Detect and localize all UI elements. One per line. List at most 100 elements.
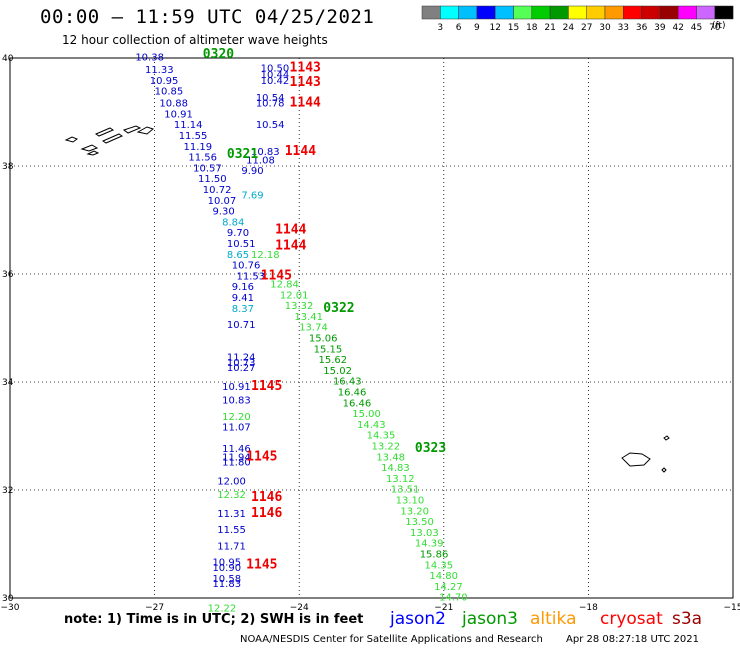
x-tick-label: −30 [1, 603, 20, 613]
y-tick-label: 36 [2, 270, 14, 280]
color-scale-swatch [641, 5, 661, 20]
swh-data-label: 11.50 [198, 174, 227, 185]
color-scale-swatch [586, 5, 606, 20]
color-scale-label: 39 [654, 23, 666, 33]
island-outline [94, 127, 115, 137]
swh-data-label: 16.43 [333, 377, 362, 388]
swh-data-label: 13.10 [396, 496, 425, 507]
swh-data-label: 10.73 [227, 358, 256, 369]
color-scale-label: 36 [636, 23, 648, 33]
island-outline [621, 452, 651, 467]
swh-data-label: 10.91 [164, 109, 193, 120]
swh-data-label: 12.84 [270, 280, 299, 291]
time-label: 1143 [290, 75, 321, 90]
color-scale-label: 3 [437, 23, 443, 33]
swh-data-label: 15.00 [352, 409, 381, 420]
time-label: 0322 [323, 301, 354, 316]
time-label: 1146 [251, 490, 282, 505]
y-tick-label: 30 [2, 594, 14, 604]
swh-data-label: 14.83 [381, 463, 410, 474]
island-outline [122, 125, 142, 134]
swh-data-label: 10.95 [212, 558, 241, 569]
color-scale-swatch [604, 5, 624, 20]
swh-data-label: 7.69 [241, 190, 263, 201]
swh-data-label: 10.71 [227, 320, 256, 331]
swh-data-label: 14.35 [367, 431, 396, 442]
swh-data-label: 12.18 [251, 250, 280, 261]
color-scale-swatch [494, 5, 514, 20]
swh-data-label: 14.43 [357, 420, 386, 431]
color-scale-label: 6 [456, 23, 462, 33]
color-scale-label: 42 [672, 23, 683, 33]
color-scale-swatch [440, 5, 459, 20]
swh-data-label: 11.55 [179, 131, 208, 142]
color-scale-label: 30 [599, 23, 611, 33]
y-tick-label: 40 [2, 54, 14, 64]
swh-data-label: 8.65 [227, 250, 249, 261]
swh-data-label: 14.39 [415, 539, 444, 550]
swh-data-label: 10.78 [256, 99, 285, 110]
x-tick-label: −18 [579, 603, 598, 613]
swh-data-label: 11.71 [217, 541, 246, 552]
color-scale-swatch [568, 5, 587, 20]
color-scale-label: 24 [563, 23, 575, 33]
swh-data-label: 15.02 [323, 366, 352, 377]
time-label: 1144 [290, 96, 321, 111]
swh-data-label: 8.84 [222, 217, 244, 228]
swh-data-label: 11.83 [212, 579, 241, 590]
footer-timestamp: Apr 28 08:27:18 UTC 2021 [566, 634, 699, 645]
swh-data-label: 13.51 [391, 485, 420, 496]
color-scale-swatch [458, 5, 478, 20]
swh-data-label: 10.51 [227, 239, 256, 250]
swh-data-label: 16.46 [338, 388, 367, 399]
swh-data-label: 11.24 [227, 352, 256, 363]
swh-data-label: 9.70 [227, 228, 249, 239]
y-tick-label: 34 [2, 378, 14, 388]
time-label: 0320 [203, 47, 234, 62]
swh-data-label: 14.35 [425, 560, 454, 571]
swh-data-label: 10.83 [222, 396, 251, 407]
swh-data-label: 10.44 [261, 70, 290, 81]
swh-data-label: 10.91 [222, 382, 251, 393]
swh-data-label: 10.85 [155, 87, 184, 98]
swh-data-label: 13.32 [285, 301, 314, 312]
time-label: 0321 [227, 147, 258, 162]
swh-data-label: 10.72 [203, 185, 232, 196]
time-label: 1145 [261, 268, 292, 283]
color-scale-label: 27 [581, 23, 592, 33]
legend-sat-altika: altika [530, 609, 577, 629]
swh-data-label: 10.38 [135, 53, 164, 64]
swh-data-label: 12.22 [208, 604, 237, 615]
swh-data-label: 12.20 [222, 412, 251, 423]
swh-data-label: 12.00 [217, 477, 246, 488]
island-outline [101, 133, 124, 144]
swh-data-label: 12.01 [280, 290, 309, 301]
color-scale-label: 70 [709, 23, 721, 33]
swh-data-label: 10.07 [208, 196, 237, 207]
color-scale-swatch [714, 5, 734, 20]
time-label: 1145 [246, 449, 277, 464]
swh-data-label: 14.27 [434, 582, 463, 593]
color-scale-label: 33 [618, 23, 629, 33]
swh-data-label: 9.16 [232, 282, 254, 293]
swh-data-label: 11.07 [222, 423, 251, 434]
color-scale-swatch [696, 5, 716, 20]
swh-data-label: 15.62 [318, 355, 347, 366]
x-tick-label: −15 [724, 603, 740, 613]
legend-sat-jason3: jason3 [462, 609, 518, 629]
swh-data-label: 11.53 [237, 271, 266, 282]
swh-data-label: 10.42 [261, 76, 290, 87]
swh-data-label: 15.86 [420, 550, 449, 561]
color-scale-label: 21 [544, 23, 555, 33]
swh-data-label: 13.74 [299, 323, 328, 334]
island-outline [136, 126, 155, 135]
swh-data-label: 11.80 [222, 458, 251, 469]
time-label: 1146 [251, 506, 282, 521]
swh-data-label: 11.19 [184, 142, 213, 153]
time-label: 1144 [275, 223, 306, 238]
color-scale-label: 45 [691, 23, 702, 33]
color-scale-swatch [513, 5, 533, 20]
time-label: 1143 [290, 61, 321, 76]
color-scale-label: 9 [474, 23, 480, 33]
